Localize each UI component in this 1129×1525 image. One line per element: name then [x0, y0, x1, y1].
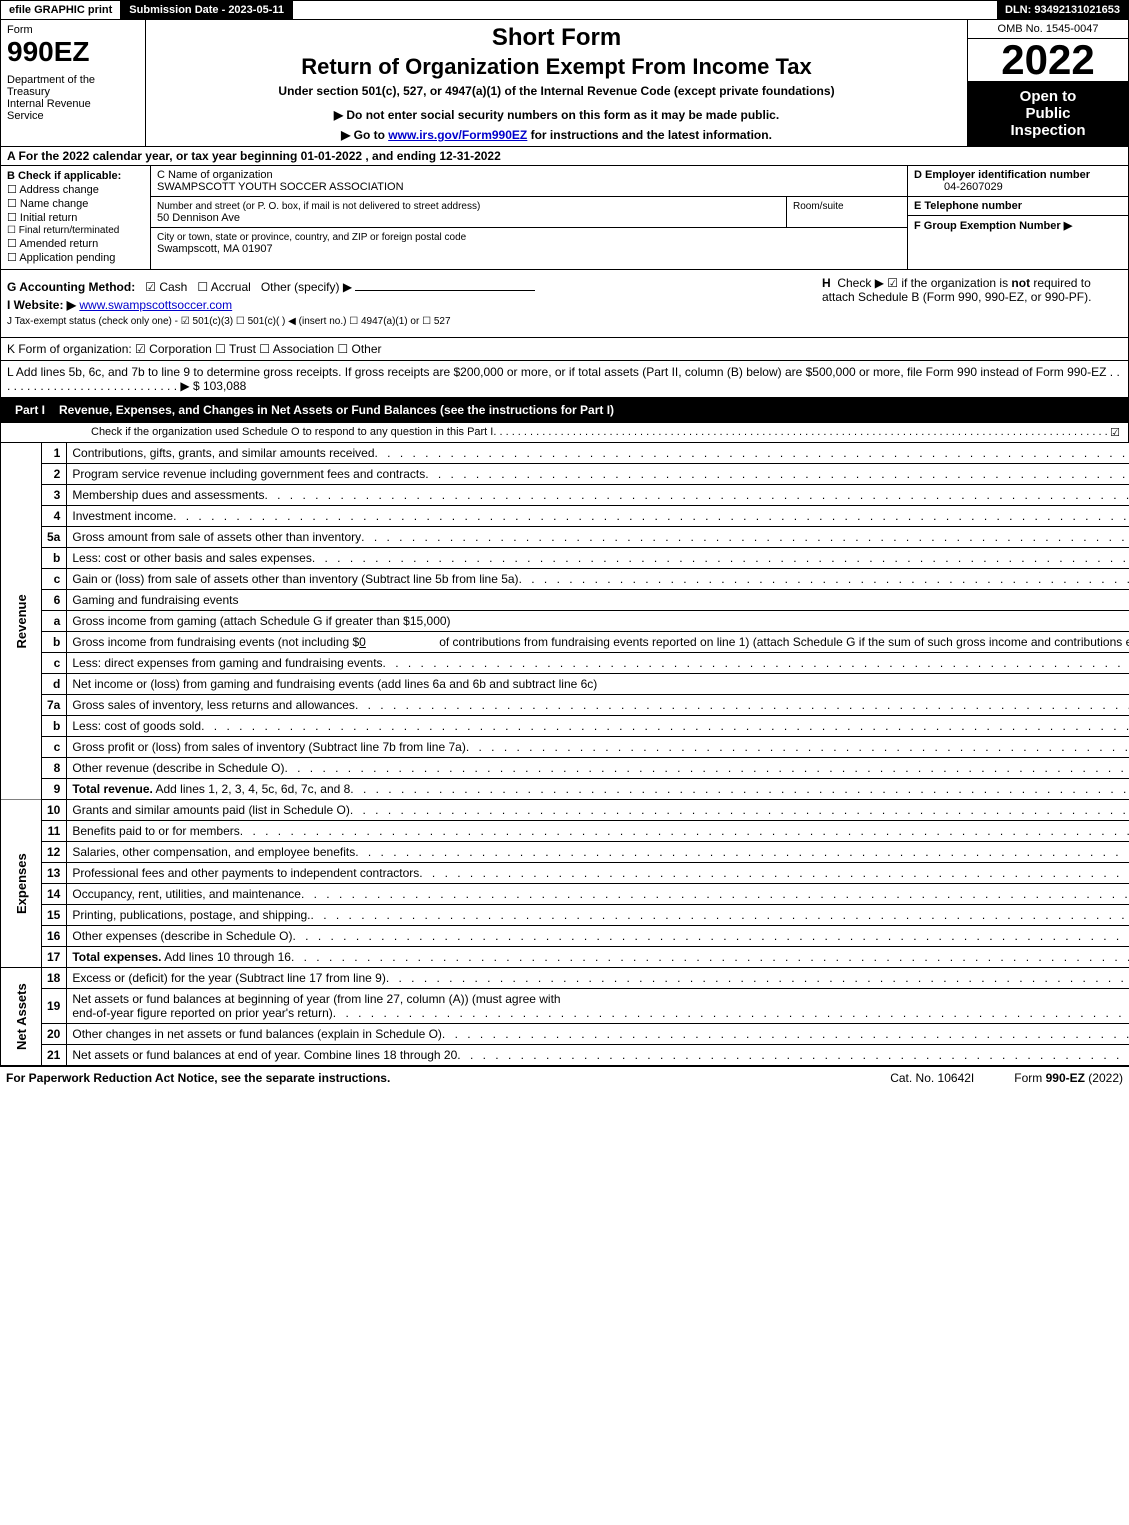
c-city-block: City or town, state or province, country…: [151, 228, 907, 258]
top-bar: efile GRAPHIC print Submission Date - 20…: [0, 0, 1129, 20]
i-website: I Website: ▶ www.swampscottsoccer.com: [7, 298, 812, 312]
col-def: D Employer identification number 04-2607…: [908, 166, 1128, 269]
part-i-label: Part I: [9, 401, 51, 419]
e-tel-block: E Telephone number: [908, 197, 1128, 216]
c-org-name: SWAMPSCOTT YOUTH SOCCER ASSOCIATION: [157, 181, 404, 193]
col-c-org: C Name of organization SWAMPSCOTT YOUTH …: [151, 166, 908, 269]
table-row: 16 Other expenses (describe in Schedule …: [1, 926, 1129, 947]
j-tax-exempt: J Tax-exempt status (check only one) - ☑…: [7, 316, 812, 327]
table-row: 17 Total expenses. Add lines 10 through …: [1, 947, 1129, 968]
header-right: OMB No. 1545-0047 2022 Open toPublicInsp…: [968, 20, 1128, 146]
row-k-orgform: K Form of organization: ☑ Corporation ☐ …: [0, 338, 1129, 361]
part-i-check[interactable]: ☑: [1110, 426, 1120, 439]
c-name-block: C Name of organization SWAMPSCOTT YOUTH …: [151, 166, 907, 197]
part-i-header: Part I Revenue, Expenses, and Changes in…: [0, 398, 1129, 423]
chk-application-pending[interactable]: Application pending: [7, 251, 144, 264]
expenses-side-label: Expenses: [1, 800, 42, 968]
table-row: c Gross profit or (loss) from sales of i…: [1, 737, 1129, 758]
netassets-side-label: Net Assets: [1, 968, 42, 1066]
table-row: 20 Other changes in net assets or fund b…: [1, 1024, 1129, 1045]
table-row: 4 Investment income . . . . . . . . . . …: [1, 506, 1129, 527]
revenue-side-label: Revenue: [1, 443, 42, 800]
table-row: 6 Gaming and fundraising events: [1, 590, 1129, 611]
d-ein-block: D Employer identification number 04-2607…: [908, 166, 1128, 197]
line-num: 1: [42, 443, 67, 464]
table-row: 13 Professional fees and other payments …: [1, 863, 1129, 884]
d-ein: 04-2607029: [914, 181, 1003, 193]
part-i-sub: Check if the organization used Schedule …: [0, 423, 1129, 443]
chk-final-return[interactable]: Final return/terminated: [7, 225, 144, 236]
table-row: b Less: cost or other basis and sales ex…: [1, 548, 1129, 569]
table-row: Expenses 10 Grants and similar amounts p…: [1, 800, 1129, 821]
table-row: 5a Gross amount from sale of assets othe…: [1, 527, 1129, 548]
b-label: B Check if applicable:: [7, 170, 144, 182]
page-footer: For Paperwork Reduction Act Notice, see …: [0, 1066, 1129, 1089]
irs-link[interactable]: www.irs.gov/Form990EZ: [388, 128, 527, 142]
c-city: Swampscott, MA 01907: [157, 243, 273, 255]
table-row: a Gross income from gaming (attach Sched…: [1, 611, 1129, 632]
g-cash[interactable]: Cash: [145, 280, 187, 294]
c-room-block: Room/suite: [787, 197, 907, 227]
dept-label: Department of theTreasuryInternal Revenu…: [7, 74, 139, 122]
table-row: d Net income or (loss) from gaming and f…: [1, 674, 1129, 695]
row-a-period: A For the 2022 calendar year, or tax yea…: [0, 147, 1129, 166]
c-street-row: Number and street (or P. O. box, if mail…: [151, 197, 907, 228]
form-number: 990EZ: [7, 36, 139, 68]
chk-amended-return[interactable]: Amended return: [7, 237, 144, 250]
short-form-title: Short Form: [156, 24, 957, 52]
part-i-table: Revenue 1 Contributions, gifts, grants, …: [0, 443, 1129, 1066]
h-check: H Check ▶ ☑ if the organization is not r…: [812, 276, 1122, 331]
efile-label[interactable]: efile GRAPHIC print: [1, 1, 121, 19]
c-name-label: C Name of organization: [157, 169, 273, 181]
chk-name-change[interactable]: Name change: [7, 197, 144, 210]
table-row: 8 Other revenue (describe in Schedule O)…: [1, 758, 1129, 779]
table-row: 19 Net assets or fund balances at beginn…: [1, 989, 1129, 1024]
website-link[interactable]: www.swampscottsoccer.com: [79, 298, 232, 312]
section-bcd: B Check if applicable: Address change Na…: [0, 166, 1129, 270]
donot-note: ▶ Do not enter social security numbers o…: [156, 108, 957, 122]
dln-label: DLN: 93492131021653: [997, 1, 1128, 19]
part-i-title: Revenue, Expenses, and Changes in Net As…: [59, 403, 614, 417]
col-b-checkboxes: B Check if applicable: Address change Na…: [1, 166, 151, 269]
table-row: 14 Occupancy, rent, utilities, and maint…: [1, 884, 1129, 905]
footer-cat: Cat. No. 10642I: [890, 1071, 974, 1085]
return-title: Return of Organization Exempt From Incom…: [156, 54, 957, 80]
c-street: 50 Dennison Ave: [157, 212, 240, 224]
f-group-block: F Group Exemption Number ▶: [908, 216, 1128, 269]
submission-date: Submission Date - 2023-05-11: [121, 1, 293, 19]
table-row: 7a Gross sales of inventory, less return…: [1, 695, 1129, 716]
table-row: 9 Total revenue. Add lines 1, 2, 3, 4, 5…: [1, 779, 1129, 800]
footer-left: For Paperwork Reduction Act Notice, see …: [6, 1071, 390, 1085]
section-ghij: G Accounting Method: Cash Accrual Other …: [0, 270, 1129, 338]
table-row: 15 Printing, publications, postage, and …: [1, 905, 1129, 926]
g-other[interactable]: Other (specify) ▶: [261, 280, 352, 294]
g-accounting: G Accounting Method: Cash Accrual Other …: [7, 280, 812, 294]
header-center: Short Form Return of Organization Exempt…: [146, 20, 968, 146]
row-l-gross: L Add lines 5b, 6c, and 7b to line 9 to …: [0, 361, 1129, 398]
l-amount: ▶ $ 103,088: [180, 379, 246, 393]
table-row: 2 Program service revenue including gove…: [1, 464, 1129, 485]
table-row: b Less: cost of goods sold . . . . . . .…: [1, 716, 1129, 737]
form-word: Form: [7, 24, 139, 36]
table-row: 11 Benefits paid to or for members . . .…: [1, 821, 1129, 842]
goto-note: ▶ Go to www.irs.gov/Form990EZ for instru…: [156, 128, 957, 142]
under-section: Under section 501(c), 527, or 4947(a)(1)…: [156, 84, 957, 98]
open-inspection: Open toPublicInspection: [968, 82, 1128, 146]
form-header: Form 990EZ Department of theTreasuryInte…: [0, 20, 1129, 147]
table-row: Net Assets 18 Excess or (deficit) for th…: [1, 968, 1129, 989]
g-accrual[interactable]: Accrual: [197, 280, 250, 294]
chk-address-change[interactable]: Address change: [7, 183, 144, 196]
table-row: b Gross income from fundraising events (…: [1, 632, 1129, 653]
chk-initial-return[interactable]: Initial return: [7, 211, 144, 224]
footer-right: Form 990-EZ (2022): [1014, 1071, 1123, 1085]
table-row: 12 Salaries, other compensation, and emp…: [1, 842, 1129, 863]
table-row: Revenue 1 Contributions, gifts, grants, …: [1, 443, 1129, 464]
header-left: Form 990EZ Department of theTreasuryInte…: [1, 20, 146, 146]
table-row: c Less: direct expenses from gaming and …: [1, 653, 1129, 674]
c-street-block: Number and street (or P. O. box, if mail…: [151, 197, 787, 227]
table-row: c Gain or (loss) from sale of assets oth…: [1, 569, 1129, 590]
tax-year: 2022: [968, 39, 1128, 82]
table-row: 21 Net assets or fund balances at end of…: [1, 1045, 1129, 1066]
table-row: 3 Membership dues and assessments . . . …: [1, 485, 1129, 506]
